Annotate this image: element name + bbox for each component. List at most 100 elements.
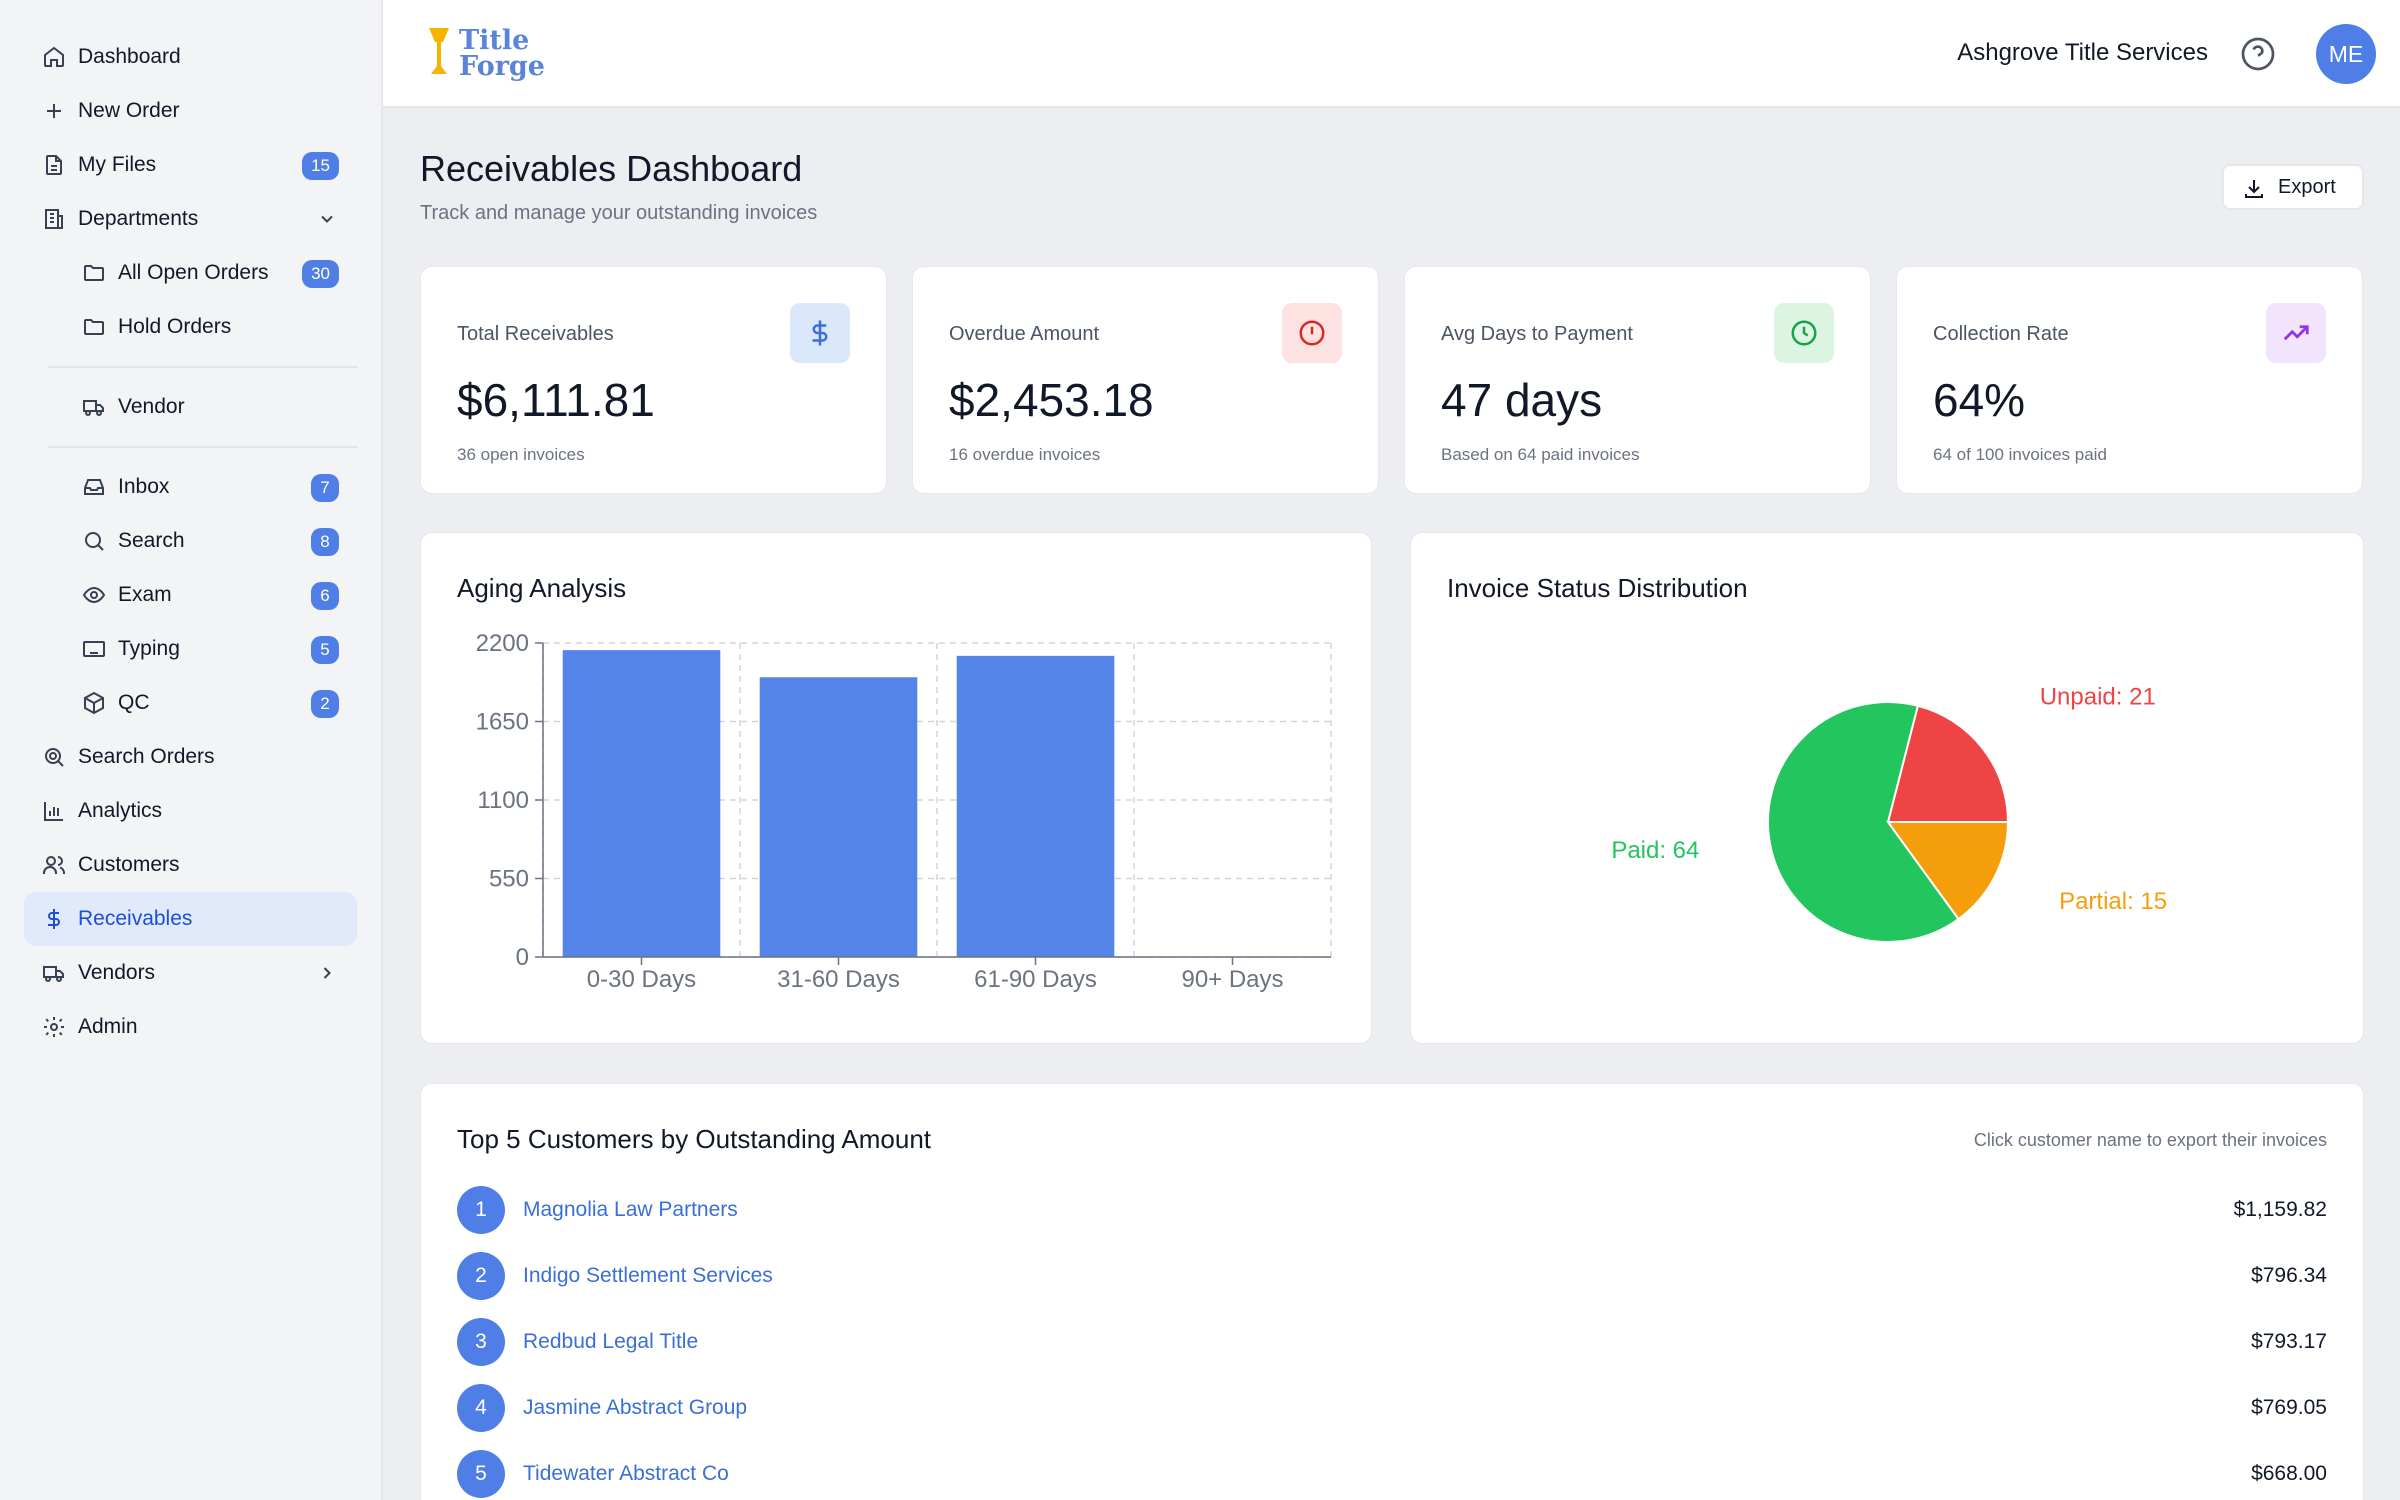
sidebar-item-label: Admin (78, 1015, 138, 1038)
top-customers-panel: Top 5 Customers by Outstanding Amount Cl… (420, 1083, 2364, 1500)
sidebar-item-label: My Files (78, 153, 157, 176)
gear-icon (44, 1017, 64, 1037)
pie-slice-label: Partial: 15 (2059, 888, 2167, 915)
trending-up-icon (2283, 325, 2309, 341)
sidebar-item-receivables[interactable]: Receivables (24, 892, 357, 946)
stat-value: $6,111.81 (457, 374, 655, 426)
customer-amount: $793.17 (2251, 1330, 2327, 1353)
aging-analysis-panel: Aging Analysis 0 550 1100 1650 2200 0-30 Days… (420, 532, 1372, 1044)
pie-slice (1886, 704, 2010, 823)
chevron-right-icon[interactable] (317, 963, 337, 983)
page-title: Receivables Dashboard (420, 148, 803, 189)
panel-title: Invoice Status Distribution (1447, 573, 1748, 603)
eye-icon (82, 586, 106, 604)
customer-amount: $668.00 (2251, 1462, 2327, 1485)
x-tick-label: 90+ Days (1181, 966, 1283, 993)
sidebar-item-exam[interactable]: Exam 6 (24, 568, 357, 622)
company-name: Ashgrove Title Services (1957, 39, 2208, 66)
home-icon (44, 46, 64, 67)
sidebar-item-label: Dashboard (78, 45, 181, 68)
sidebar-item-typing[interactable]: Typing 5 (24, 622, 357, 676)
aging-bar-chart: 0 550 1100 1650 2200 0-30 Days 31-60 Days 61-90… (476, 630, 1332, 993)
sidebar-item-customers[interactable]: Customers (24, 838, 357, 892)
export-label: Export (2278, 175, 2336, 198)
x-tick-label: 31-60 Days (777, 966, 900, 993)
sidebar-item-dashboard[interactable]: Dashboard (24, 30, 357, 84)
sidebar-item-label: Receivables (78, 907, 193, 930)
sidebar-item-label: Exam (118, 583, 172, 606)
folder-icon (84, 265, 104, 281)
stat-subtext: 16 overdue invoices (949, 445, 1101, 464)
sidebar-item-new-order[interactable]: New Order (24, 84, 357, 138)
logo-text: Title Forge (459, 25, 545, 82)
sidebar-item-search[interactable]: Search 8 (24, 514, 357, 568)
logo[interactable]: Title Forge (423, 26, 563, 82)
customer-name-link[interactable]: Magnolia Law Partners (523, 1198, 738, 1221)
user-avatar[interactable]: ME (2316, 24, 2376, 84)
search-orders-icon (45, 748, 64, 767)
count-badge: 6 (311, 582, 339, 610)
logo-line-1: Title (459, 25, 530, 56)
list-item: 3 Redbud Legal Title $793.17 (457, 1318, 2327, 1366)
stat-value: $2,453.18 (949, 374, 1154, 426)
folder-icon (84, 319, 104, 335)
sidebar-divider (48, 366, 357, 368)
customer-name-link[interactable]: Indigo Settlement Services (523, 1264, 773, 1287)
count-badge: 8 (311, 528, 339, 556)
sidebar-item-hold-orders[interactable]: Hold Orders (24, 300, 357, 354)
stat-subtext: 64 of 100 invoices paid (1933, 445, 2107, 464)
page-subtitle: Track and manage your outstanding invoic… (420, 202, 818, 224)
sidebar-item-admin[interactable]: Admin (24, 1000, 357, 1054)
x-tick-label: 0-30 Days (587, 966, 696, 993)
stat-label: Collection Rate (1933, 323, 2069, 345)
customer-name-link[interactable]: Jasmine Abstract Group (523, 1396, 748, 1419)
export-button[interactable]: Export (2222, 164, 2364, 210)
keyboard-icon (83, 641, 105, 657)
stat-label: Total Receivables (457, 323, 614, 345)
top-header: Title Forge Ashgrove Title Services ME (383, 0, 2400, 108)
list-item: 1 Magnolia Law Partners $1,159.82 (457, 1186, 2327, 1234)
plus-icon (47, 104, 61, 118)
sidebar-item-qc[interactable]: QC 2 (24, 676, 357, 730)
logo-line-2: Forge (459, 51, 545, 82)
pie-slice-label: Unpaid: 21 (2040, 683, 2156, 710)
chevron-down-icon[interactable] (317, 209, 337, 229)
sidebar-item-departments[interactable]: Departments (24, 192, 357, 246)
sidebar-item-search-orders[interactable]: Search Orders (24, 730, 357, 784)
sidebar-item-label: Vendor (118, 395, 185, 418)
stat-icon-box (2266, 303, 2326, 363)
sidebar-item-my-files[interactable]: My Files 15 (24, 138, 357, 192)
dollar-icon (812, 320, 828, 346)
sidebar-item-vendors[interactable]: Vendors (24, 946, 357, 1000)
stat-label: Overdue Amount (949, 323, 1100, 345)
users-icon (43, 856, 65, 874)
customer-name-link[interactable]: Redbud Legal Title (523, 1330, 699, 1353)
panel-title: Top 5 Customers by Outstanding Amount (457, 1124, 932, 1154)
sidebar-item-analytics[interactable]: Analytics (24, 784, 357, 838)
sidebar-item-label: Hold Orders (118, 315, 232, 338)
sidebar-item-inbox[interactable]: Inbox 7 (24, 460, 357, 514)
bar (759, 677, 918, 957)
alert-circle-icon (1299, 320, 1325, 346)
customer-amount: $1,159.82 (2233, 1198, 2327, 1221)
stat-label: Avg Days to Payment (1441, 323, 1633, 345)
x-tick-label: 61-90 Days (974, 966, 1097, 993)
help-icon[interactable] (2240, 36, 2276, 72)
sidebar-item-label: Customers (78, 853, 180, 876)
stat-card-total-receivables: Total Receivables $6,111.81 36 open invo… (420, 266, 887, 494)
inbox-icon (84, 479, 104, 495)
sidebar-item-all-open-orders[interactable]: All Open Orders 30 (24, 246, 357, 300)
customer-name-link[interactable]: Tidewater Abstract Co (523, 1462, 729, 1485)
package-icon (84, 691, 104, 715)
stat-subtext: Based on 64 paid invoices (1441, 445, 1640, 464)
sidebar-item-vendor[interactable]: Vendor (24, 380, 357, 434)
clock-icon (1791, 320, 1817, 346)
stat-icon-box (1774, 303, 1834, 363)
search-icon (85, 532, 104, 551)
rank-badge: 1 (457, 1186, 505, 1234)
file-icon (46, 155, 62, 175)
stat-value: 64% (1933, 374, 2026, 426)
truck-icon (83, 400, 104, 416)
y-tick-label: 2200 (476, 630, 529, 657)
rank-badge: 4 (457, 1384, 505, 1432)
